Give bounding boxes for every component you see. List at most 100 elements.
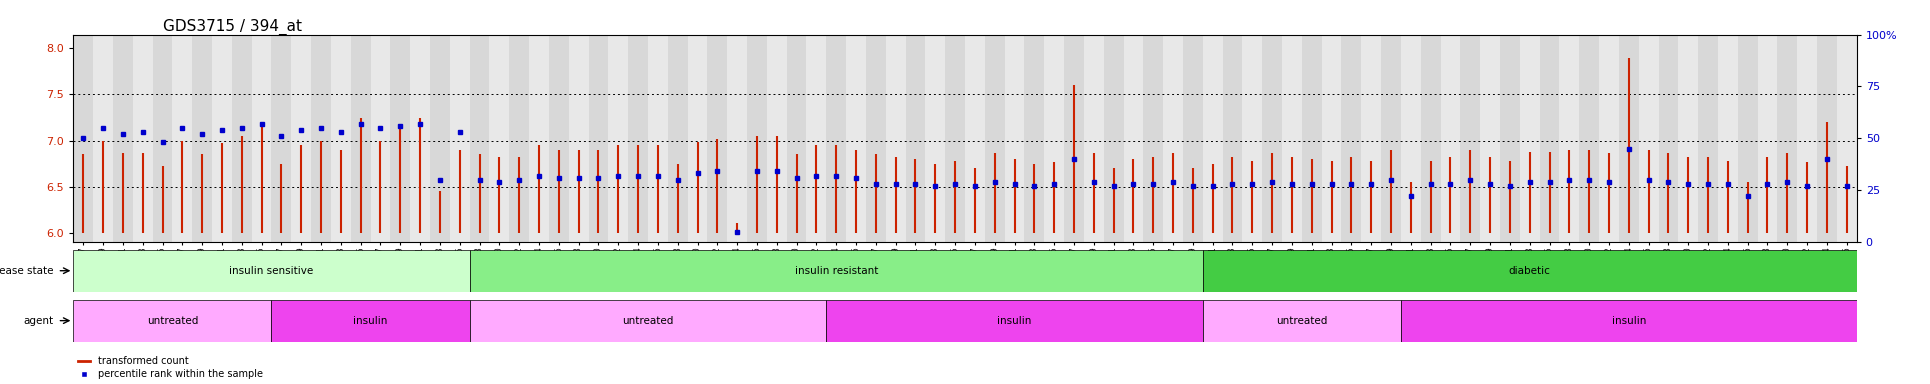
Bar xyxy=(1303,35,1322,242)
Text: diabetic: diabetic xyxy=(1509,266,1550,276)
Text: untreated: untreated xyxy=(147,316,199,326)
Bar xyxy=(411,35,430,242)
Bar xyxy=(1341,35,1361,242)
Text: untreated: untreated xyxy=(1276,316,1328,326)
Bar xyxy=(1164,35,1183,242)
Bar xyxy=(469,250,1202,292)
Bar xyxy=(232,35,251,242)
Bar xyxy=(905,35,924,242)
Bar xyxy=(152,35,172,242)
Bar xyxy=(430,35,450,242)
Bar xyxy=(1619,35,1639,242)
Bar xyxy=(1679,35,1698,242)
Text: GDS3715 / 394_at: GDS3715 / 394_at xyxy=(162,18,301,35)
Bar xyxy=(1540,35,1559,242)
Bar xyxy=(133,35,152,242)
Bar xyxy=(886,35,905,242)
Bar xyxy=(1382,35,1401,242)
Bar xyxy=(1006,35,1025,242)
Text: insulin: insulin xyxy=(998,316,1033,326)
Bar xyxy=(1500,35,1519,242)
Bar xyxy=(845,35,867,242)
Text: agent: agent xyxy=(23,316,54,326)
Bar xyxy=(490,35,510,242)
Text: insulin resistant: insulin resistant xyxy=(795,266,878,276)
Bar xyxy=(1282,35,1303,242)
Bar xyxy=(589,35,608,242)
Bar xyxy=(787,35,807,242)
Bar xyxy=(469,300,826,342)
Bar xyxy=(569,35,589,242)
Bar xyxy=(1837,35,1857,242)
Bar xyxy=(351,35,371,242)
Bar xyxy=(984,35,1006,242)
Bar xyxy=(1025,35,1044,242)
Bar xyxy=(529,35,548,242)
Bar xyxy=(1559,35,1579,242)
Bar xyxy=(73,300,272,342)
Bar xyxy=(1401,300,1857,342)
Bar xyxy=(924,35,946,242)
Bar xyxy=(1639,35,1658,242)
Bar xyxy=(1401,35,1420,242)
Bar xyxy=(212,35,232,242)
Bar xyxy=(548,35,569,242)
Bar xyxy=(1143,35,1164,242)
Bar xyxy=(1361,35,1382,242)
Bar xyxy=(1044,35,1063,242)
Bar xyxy=(311,35,330,242)
Bar xyxy=(687,35,708,242)
Text: insulin: insulin xyxy=(1612,316,1646,326)
Bar xyxy=(272,35,291,242)
Bar xyxy=(1420,35,1440,242)
Bar xyxy=(1202,35,1222,242)
Bar xyxy=(272,300,469,342)
Bar xyxy=(747,35,766,242)
Bar xyxy=(826,35,845,242)
Bar xyxy=(114,35,133,242)
Bar xyxy=(469,35,490,242)
Bar xyxy=(1322,35,1341,242)
Bar xyxy=(1698,35,1718,242)
Bar xyxy=(728,35,747,242)
Bar xyxy=(510,35,529,242)
Bar xyxy=(1816,35,1837,242)
Bar xyxy=(1778,35,1797,242)
Bar xyxy=(965,35,984,242)
Bar xyxy=(668,35,687,242)
Bar xyxy=(1718,35,1737,242)
Bar xyxy=(1104,35,1123,242)
Bar xyxy=(1243,35,1262,242)
Bar xyxy=(1658,35,1679,242)
Bar xyxy=(172,35,193,242)
Bar xyxy=(330,35,351,242)
Bar xyxy=(608,35,627,242)
Bar xyxy=(1600,35,1619,242)
Bar xyxy=(1222,35,1243,242)
Bar xyxy=(867,35,886,242)
Bar xyxy=(251,35,272,242)
Bar xyxy=(1202,250,1857,292)
Bar xyxy=(1262,35,1282,242)
Text: insulin: insulin xyxy=(353,316,388,326)
Bar xyxy=(1758,35,1778,242)
Bar xyxy=(648,35,668,242)
Bar xyxy=(826,300,1202,342)
Bar xyxy=(1085,35,1104,242)
Bar xyxy=(193,35,212,242)
Bar xyxy=(946,35,965,242)
Bar xyxy=(73,250,469,292)
Bar xyxy=(708,35,728,242)
Legend: transformed count, percentile rank within the sample: transformed count, percentile rank withi… xyxy=(79,356,262,379)
Bar xyxy=(1461,35,1480,242)
Bar xyxy=(1737,35,1758,242)
Bar xyxy=(1063,35,1085,242)
Bar xyxy=(1440,35,1461,242)
Bar xyxy=(291,35,311,242)
Bar xyxy=(627,35,648,242)
Bar xyxy=(1123,35,1143,242)
Bar xyxy=(766,35,787,242)
Bar xyxy=(1519,35,1540,242)
Bar xyxy=(1579,35,1600,242)
Bar xyxy=(1183,35,1202,242)
